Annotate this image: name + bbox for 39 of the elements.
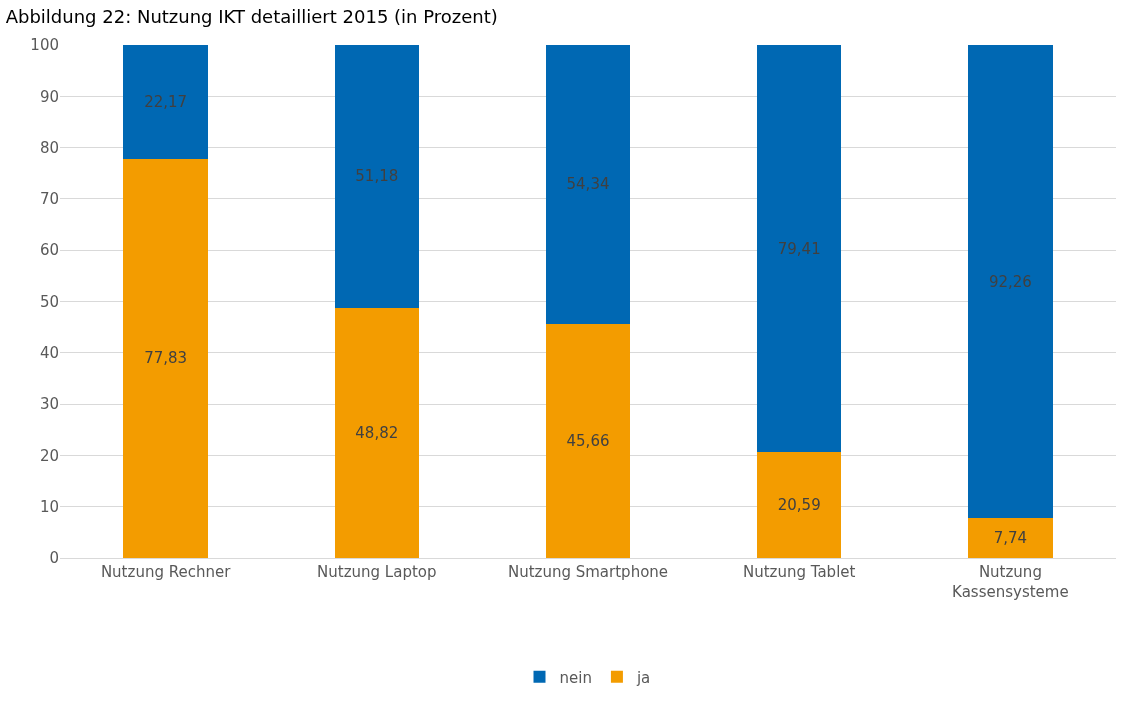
data-label: 92,26 (988, 272, 1032, 291)
data-label: 20,59 (777, 496, 821, 515)
data-label: 51,18 (355, 167, 399, 186)
y-tick-label: 10 (39, 497, 59, 516)
y-tick-label: 60 (39, 241, 59, 260)
y-tick-label: 30 (39, 395, 59, 414)
data-label: 22,17 (144, 92, 188, 111)
y-tick-label: 100 (30, 36, 59, 55)
legend-label: ja (635, 668, 651, 687)
data-label: 45,66 (566, 431, 610, 450)
x-tick-label: Nutzung Kassensysteme (952, 563, 1069, 601)
y-tick-label: 90 (39, 87, 59, 106)
y-tick-label: 50 (39, 292, 59, 311)
legend-label: nein (559, 668, 592, 687)
data-label: 7,74 (993, 529, 1028, 548)
bar (123, 158, 208, 558)
x-tick-label: Nutzung Rechner (100, 563, 232, 581)
data-label: 48,82 (355, 423, 399, 442)
data-label: 79,41 (777, 239, 821, 258)
y-tick-label: 40 (39, 344, 59, 363)
bar (545, 323, 631, 558)
bar (334, 307, 420, 558)
bar (968, 45, 1053, 519)
bar (123, 45, 208, 159)
data-label: 54,34 (566, 175, 610, 194)
chart-title: Abbildung 22: Nutzung IKT detailliert 2015 (in Prozent) (5, 6, 498, 28)
x-tick-label: Nutzung Smartphone (507, 563, 669, 581)
data-label: 77,83 (144, 349, 188, 368)
bar (756, 452, 842, 558)
x-tick-label: Nutzung Laptop (317, 563, 437, 581)
y-tick-label: 20 (39, 446, 59, 465)
x-tick-label: Nutzung Tablet (742, 563, 856, 581)
y-tick-label: 0 (49, 549, 59, 568)
y-tick-label: 70 (39, 190, 59, 209)
bar (334, 45, 420, 308)
bar (545, 45, 631, 324)
bar (756, 45, 842, 453)
bar (968, 518, 1053, 558)
y-tick-label: 80 (39, 138, 59, 157)
